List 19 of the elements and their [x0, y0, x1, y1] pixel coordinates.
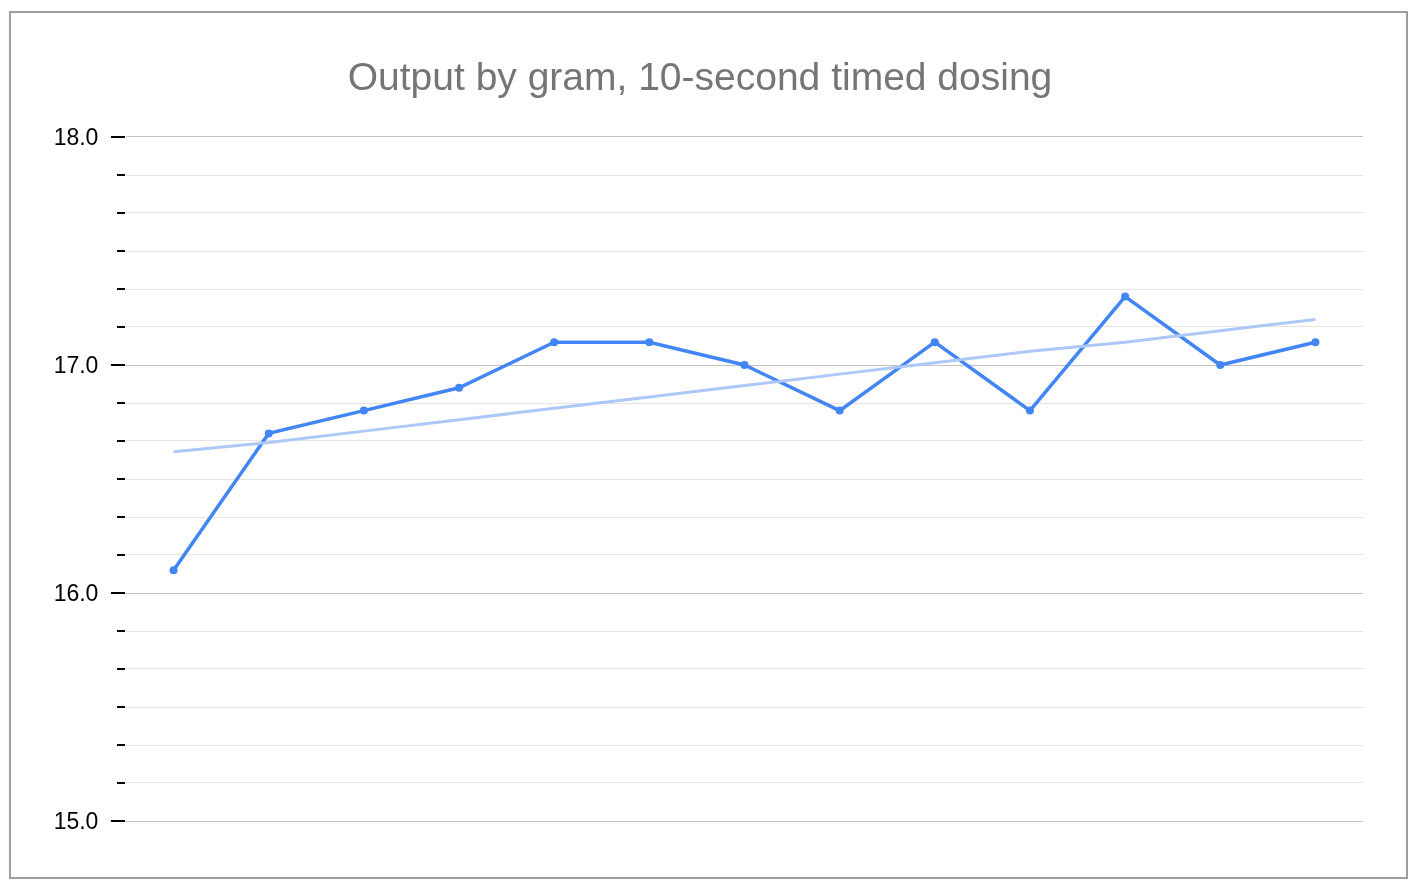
chart-title: Output by gram, 10-second timed dosing — [347, 54, 1053, 98]
point — [455, 383, 464, 392]
point — [264, 429, 273, 438]
y-tick-label: 18.0 — [53, 124, 99, 151]
point — [740, 361, 749, 369]
point — [645, 338, 654, 347]
point — [1121, 292, 1130, 301]
point — [550, 338, 559, 347]
y-tick-label: 15.0 — [53, 808, 99, 835]
point — [1311, 338, 1320, 347]
y-tick-label: 17.0 — [53, 352, 99, 379]
point — [169, 566, 178, 575]
point — [359, 406, 368, 415]
point — [1025, 406, 1034, 415]
point — [835, 406, 844, 415]
point — [1216, 361, 1225, 369]
point — [930, 338, 939, 347]
y-tick-label: 16.0 — [53, 580, 99, 607]
line-series — [172, 317, 1317, 454]
